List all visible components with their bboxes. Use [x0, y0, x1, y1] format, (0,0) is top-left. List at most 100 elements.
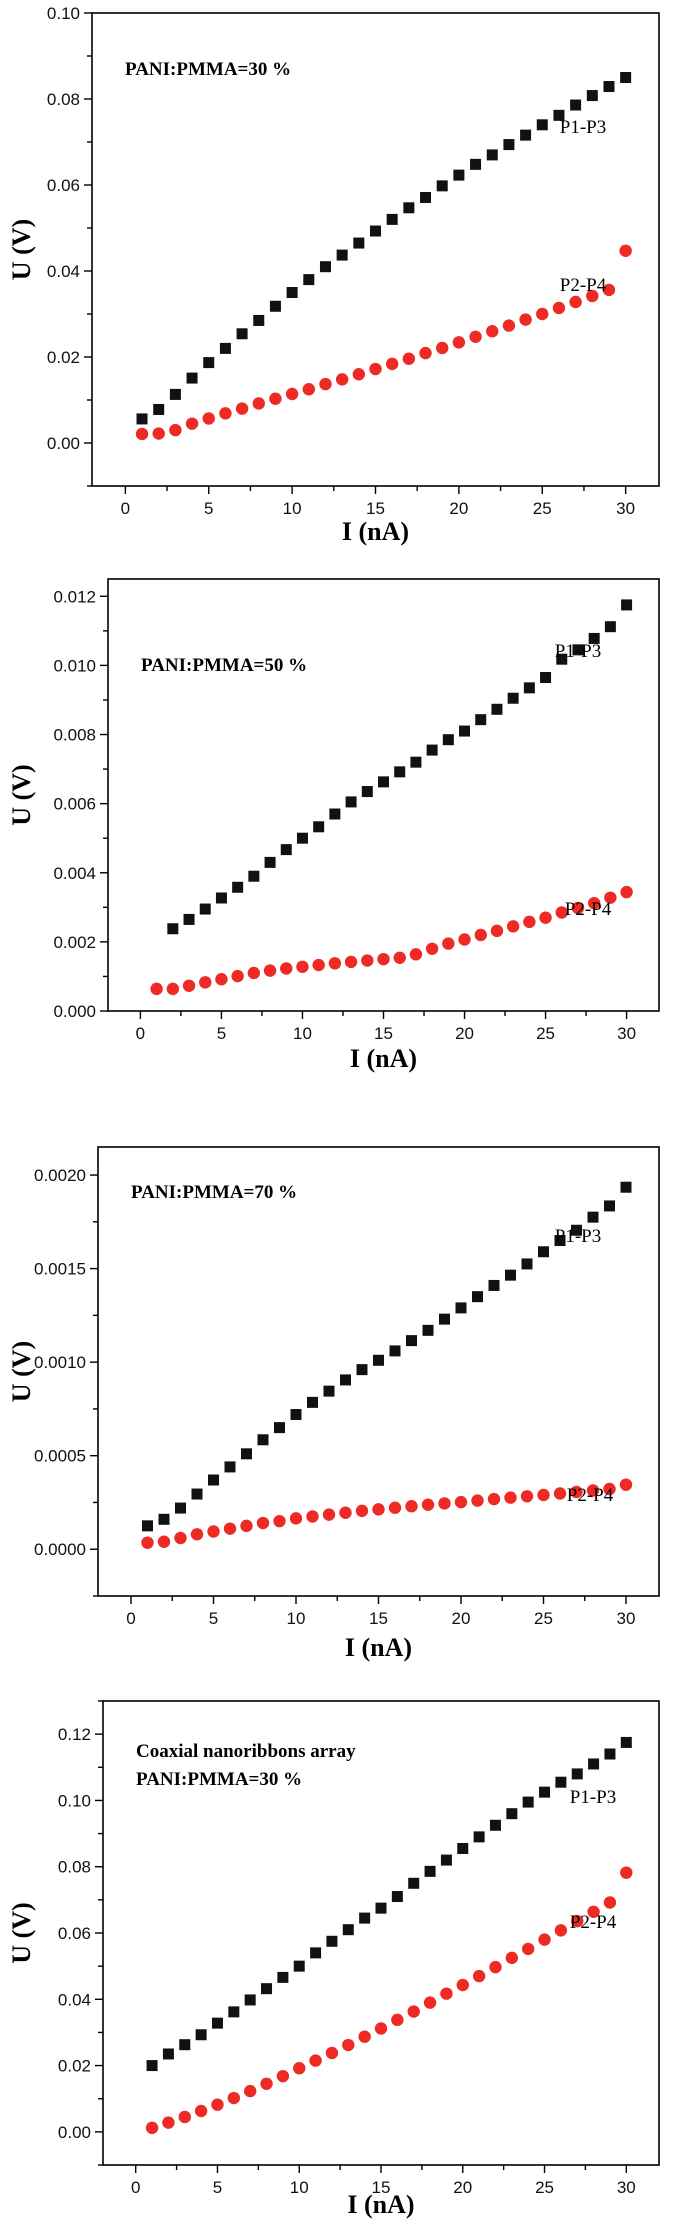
data-point-square — [406, 1335, 417, 1347]
data-point-square — [280, 844, 292, 856]
data-point-circle — [312, 958, 325, 972]
data-point-square — [439, 1313, 450, 1325]
data-point-circle — [506, 920, 520, 933]
data-point-square — [323, 1385, 335, 1397]
data-point-square — [503, 139, 515, 151]
series-P2-P4 — [141, 1478, 633, 1549]
data-point-square — [186, 372, 198, 384]
data-point-square — [620, 1181, 632, 1193]
data-point-square — [472, 1291, 483, 1303]
data-point-circle — [442, 937, 455, 950]
data-point-circle — [472, 1969, 486, 1983]
x-tick-label: 30 — [617, 1024, 636, 1043]
y-axis-title: U (V) — [7, 764, 36, 825]
y-axis-title: U (V) — [7, 1341, 36, 1402]
data-point-square — [603, 81, 615, 93]
data-point-circle — [280, 962, 293, 975]
data-point-circle — [552, 301, 566, 315]
y-tick-label: 0.006 — [53, 795, 96, 814]
data-point-square — [269, 300, 281, 312]
data-point-square — [167, 923, 179, 935]
data-point-circle — [523, 915, 536, 929]
x-tick-label: 15 — [369, 1609, 388, 1628]
data-point-square — [489, 1819, 501, 1831]
x-tick-label: 15 — [372, 2178, 391, 2197]
y-tick-label: 0.000 — [53, 1002, 96, 1021]
data-point-circle — [202, 412, 215, 425]
data-point-circle — [587, 1905, 600, 1918]
x-tick-label: 10 — [287, 1609, 306, 1628]
data-point-circle — [319, 377, 332, 391]
data-point-square — [572, 644, 584, 656]
data-point-circle — [505, 1951, 519, 1965]
data-point-square — [340, 1374, 351, 1386]
data-point-square — [539, 1786, 551, 1798]
data-point-square — [391, 1891, 403, 1903]
series-P1-P3 — [167, 599, 633, 935]
data-point-circle — [227, 2091, 241, 2105]
y-tick-label: 0.10 — [47, 4, 80, 23]
data-point-square — [520, 129, 532, 141]
data-point-circle — [554, 1924, 568, 1937]
chart-svg-1: 0 5 10 15 20 25 30 0.00 0.02 0.04 0.06 0.08 0.10 I (n… — [7, 4, 660, 546]
data-point-circle — [569, 295, 582, 309]
data-point-circle — [256, 1516, 270, 1530]
series-label: P2-P4 — [565, 899, 612, 920]
data-point-circle — [425, 942, 439, 955]
plot-annotation: PANI:PMMA=50 % — [141, 655, 307, 676]
y-tick-label: 0.008 — [53, 726, 96, 745]
x-axis-title: I (nA) — [347, 2190, 414, 2219]
data-point-square — [457, 1842, 469, 1854]
data-point-circle — [342, 2038, 355, 2052]
data-point-square — [224, 1461, 236, 1473]
y-tick-label: 0.012 — [53, 587, 96, 606]
y-tick-label: 0.06 — [58, 1924, 91, 1943]
data-point-circle — [240, 1519, 253, 1533]
series-P2-P4 — [145, 1866, 633, 2135]
data-point-circle — [325, 2046, 339, 2060]
data-point-circle — [296, 960, 309, 973]
data-point-circle — [603, 1896, 617, 1909]
data-point-circle — [620, 1866, 633, 1879]
series-label: P1-P3 — [560, 117, 606, 138]
data-point-circle — [393, 951, 406, 964]
data-point-square — [326, 1935, 338, 1947]
data-point-circle — [306, 1510, 319, 1523]
y-tick-label: 0.00 — [47, 434, 80, 453]
data-point-square — [215, 892, 227, 904]
plot-frame — [97, 1146, 660, 1597]
data-point-square — [394, 766, 406, 778]
data-point-square — [604, 1748, 616, 1760]
data-point-circle — [538, 1933, 551, 1946]
data-point-square — [586, 90, 598, 102]
chart-svg-2: 0 5 10 15 20 25 30 0.000 0.002 0.004 0.006 0.008 0.0… — [7, 578, 660, 1073]
y-axis-title: U (V) — [7, 219, 36, 280]
data-point-circle — [419, 346, 432, 360]
data-point-square — [248, 870, 260, 882]
data-point-circle — [586, 289, 599, 303]
data-point-square — [475, 714, 487, 726]
x-tick-label: 25 — [533, 499, 552, 518]
y-tick-label: 0.08 — [58, 1858, 91, 1877]
data-point-square — [228, 2006, 240, 2018]
y-tick-label: 0.0010 — [34, 1353, 86, 1372]
data-point-circle — [252, 397, 265, 410]
data-point-square — [203, 357, 215, 369]
data-point-square — [426, 744, 438, 756]
x-tick-label: 10 — [290, 2178, 309, 2197]
data-point-circle — [603, 1482, 616, 1496]
x-tick-label: 15 — [374, 1024, 393, 1043]
data-point-circle — [490, 924, 504, 938]
data-point-circle — [293, 2062, 306, 2075]
data-point-square — [486, 149, 498, 161]
data-point-circle — [182, 979, 196, 992]
series-label: P2-P4 — [560, 275, 607, 296]
data-point-square — [146, 2060, 158, 2072]
data-point-circle — [474, 928, 487, 942]
x-tick-label: 5 — [213, 2178, 222, 2197]
y-tick-label: 0.04 — [47, 262, 80, 281]
chart-panel-2: 0 5 10 15 20 25 30 0.000 0.002 0.004 0.006 0.008 0.0… — [0, 556, 678, 1112]
data-point-square — [345, 796, 357, 808]
data-point-square — [257, 1434, 269, 1446]
data-point-square — [183, 913, 195, 925]
